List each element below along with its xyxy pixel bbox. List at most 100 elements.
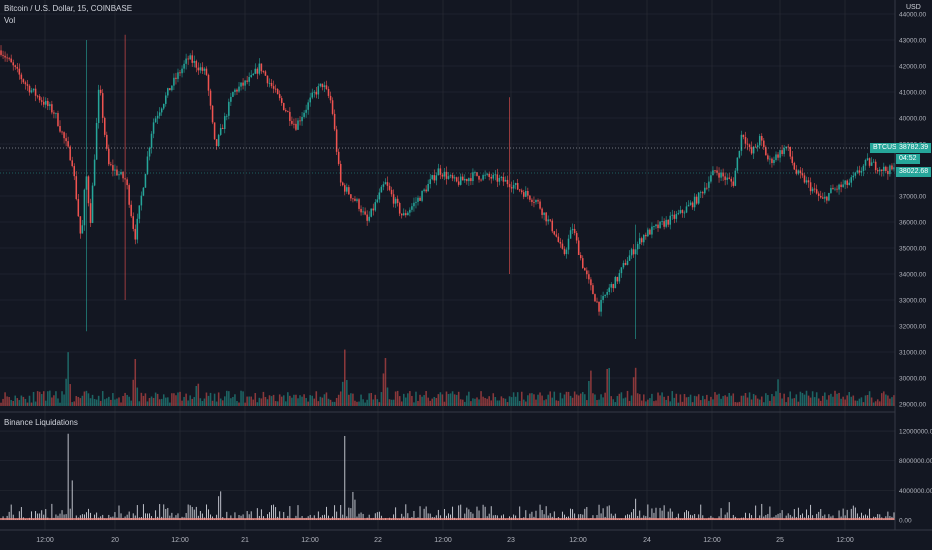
candle-body (604, 294, 606, 296)
volume-bar (116, 398, 118, 406)
volume-bar (860, 397, 863, 406)
volume-bar (547, 394, 549, 406)
candle-body (549, 219, 551, 221)
candle-body (394, 198, 397, 204)
volume-bar (624, 397, 627, 406)
volume-bar (726, 396, 728, 406)
volume-bar (533, 394, 535, 406)
candle-body (325, 85, 328, 90)
volume-bar (305, 398, 307, 406)
volume-legend[interactable]: Vol (4, 16, 15, 25)
candle-body (478, 175, 480, 180)
liquidations-legend[interactable]: Binance Liquidations (4, 418, 78, 427)
candle-body (592, 285, 594, 295)
candle-body (47, 100, 49, 107)
candle-body (411, 206, 413, 210)
candle-body (836, 188, 838, 190)
volume-bar (482, 396, 484, 406)
candle-body (565, 249, 568, 255)
candle-body (740, 134, 743, 151)
volume-bar (807, 395, 810, 406)
candle-body (706, 187, 708, 189)
candle-body (726, 177, 728, 180)
volume-bar (832, 396, 834, 406)
candle-body (777, 154, 779, 158)
candle-body (685, 206, 688, 213)
candle-body (425, 189, 427, 192)
candle-body (106, 134, 108, 149)
candle-body (883, 166, 885, 172)
candle-body (630, 249, 633, 256)
candle-body (114, 169, 116, 171)
candle-body (223, 116, 226, 129)
volume-bar (563, 394, 566, 406)
volume-bar (344, 349, 346, 406)
candle-body (514, 183, 517, 186)
volume-bar (16, 398, 19, 406)
symbol-legend[interactable]: Bitcoin / U.S. Dollar, 15, COINBASE (4, 4, 132, 13)
candle-body (443, 171, 446, 177)
volume-bar (571, 397, 574, 406)
candle-body (370, 208, 372, 217)
candle-body (529, 195, 531, 200)
candle-body (645, 234, 647, 237)
volume-bar (490, 400, 493, 406)
volume-bar (134, 359, 137, 406)
volume-bar (152, 397, 155, 406)
candle-body (110, 164, 112, 166)
volume-bar (337, 394, 340, 406)
price-tick-label: 35000.00 (899, 246, 926, 253)
volume-bar (486, 398, 488, 406)
candle-body (291, 120, 293, 124)
candle-body (128, 185, 130, 205)
volume-bar (307, 401, 309, 406)
candle-body (866, 158, 869, 160)
candle-body (464, 178, 466, 181)
volume-bar (512, 392, 515, 406)
candle-body (71, 160, 73, 167)
time-axis-labels[interactable]: 12:00 20 12:00 21 12:00 22 12:00 23 12:00 24 12:00… (36, 537, 854, 544)
candle-body (793, 162, 796, 170)
volume-bar (234, 394, 236, 406)
volume-bar (325, 392, 328, 406)
volume-bar (702, 395, 704, 406)
candle-body (842, 184, 844, 188)
volume-bar (280, 396, 283, 406)
liquidation-axis-labels[interactable]: 12000000.00 8000000.00 4000000.00 0.00 (899, 429, 932, 525)
candle-body (596, 301, 598, 303)
volume-bar (457, 391, 460, 406)
volume-bar (852, 395, 855, 406)
candle-body (136, 218, 139, 240)
volume-bar (657, 392, 659, 406)
candle-body (775, 154, 777, 160)
volume-bar (663, 396, 665, 406)
candle-body (162, 103, 165, 109)
candle-body (193, 61, 196, 63)
candle-body (504, 179, 507, 182)
volume-bar (734, 402, 737, 406)
candle-body (293, 123, 295, 125)
candle-body (295, 123, 297, 130)
candle-body (748, 144, 751, 148)
candle-body (240, 82, 242, 87)
currency-label[interactable]: USD (906, 4, 921, 11)
volume-bar (122, 395, 124, 406)
candle-body (649, 229, 651, 235)
volume-bar (331, 401, 334, 406)
volume-bar (746, 397, 749, 406)
candle-body (122, 171, 124, 179)
candle-body (653, 226, 655, 227)
candle-body (809, 182, 812, 192)
volume-bar (274, 401, 277, 406)
volume-bar (12, 400, 14, 406)
candle-body (232, 92, 234, 97)
candle-body (594, 294, 596, 302)
candle-body (559, 241, 562, 244)
candle-body (26, 84, 29, 86)
volume-bar (504, 398, 507, 406)
volume-bar (811, 391, 814, 406)
volume-bar (215, 401, 218, 406)
volume-bar (453, 394, 456, 406)
volume-bar (484, 397, 486, 406)
